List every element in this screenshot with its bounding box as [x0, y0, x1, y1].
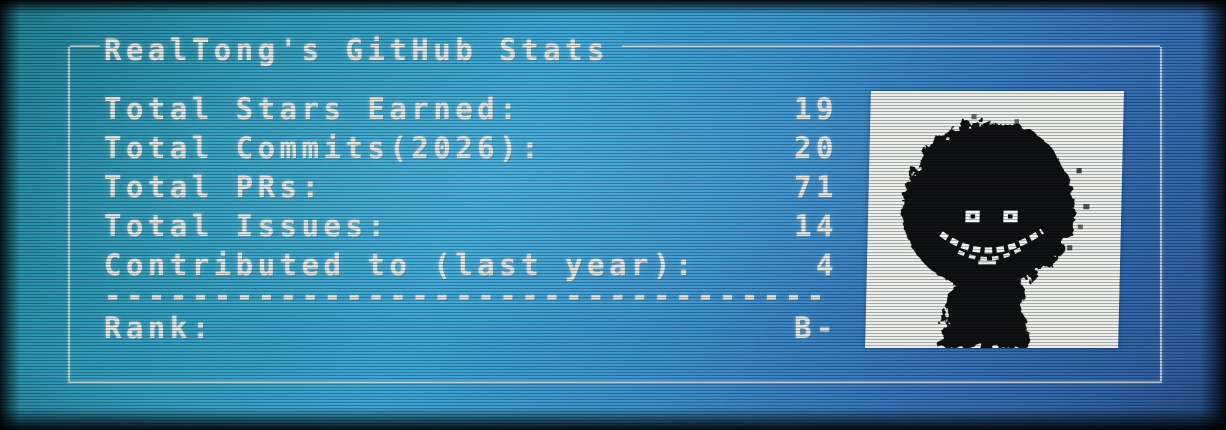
stat-value: 20	[794, 131, 838, 165]
stat-value: 4	[816, 248, 838, 282]
card-border-top-left	[70, 45, 100, 47]
stat-value: 14	[794, 209, 838, 243]
separator-dashed-line: ---------------------------------	[104, 282, 838, 311]
stat-row-prs: Total PRs: 71	[104, 173, 838, 202]
stat-label: Total Commits(2026):	[104, 131, 544, 165]
stat-row-commits: Total Commits(2026): 20	[104, 134, 838, 163]
stat-row-stars: Total Stars Earned: 19	[104, 95, 838, 124]
card-border-top-right	[622, 45, 1160, 47]
stat-label: Total Issues:	[104, 209, 390, 243]
rank-value: B-	[794, 311, 838, 345]
stat-row-contributed: Contributed to (last year): 4	[104, 251, 838, 280]
separator-dashes: ---------------------------------	[104, 282, 829, 311]
avatar-image	[865, 91, 1124, 348]
stat-label: Total PRs:	[104, 170, 324, 204]
avatar-character-icon	[865, 91, 1124, 348]
stat-value: 19	[794, 92, 838, 126]
stat-label: Total Stars Earned:	[104, 92, 522, 126]
stat-value: 71	[794, 170, 838, 204]
rank-label: Rank:	[104, 311, 214, 345]
stat-row-issues: Total Issues: 14	[104, 212, 838, 241]
stat-label: Contributed to (last year):	[104, 248, 697, 282]
rank-row: Rank: B-	[104, 314, 838, 343]
card-title: RealTong's GitHub Stats	[104, 33, 610, 67]
